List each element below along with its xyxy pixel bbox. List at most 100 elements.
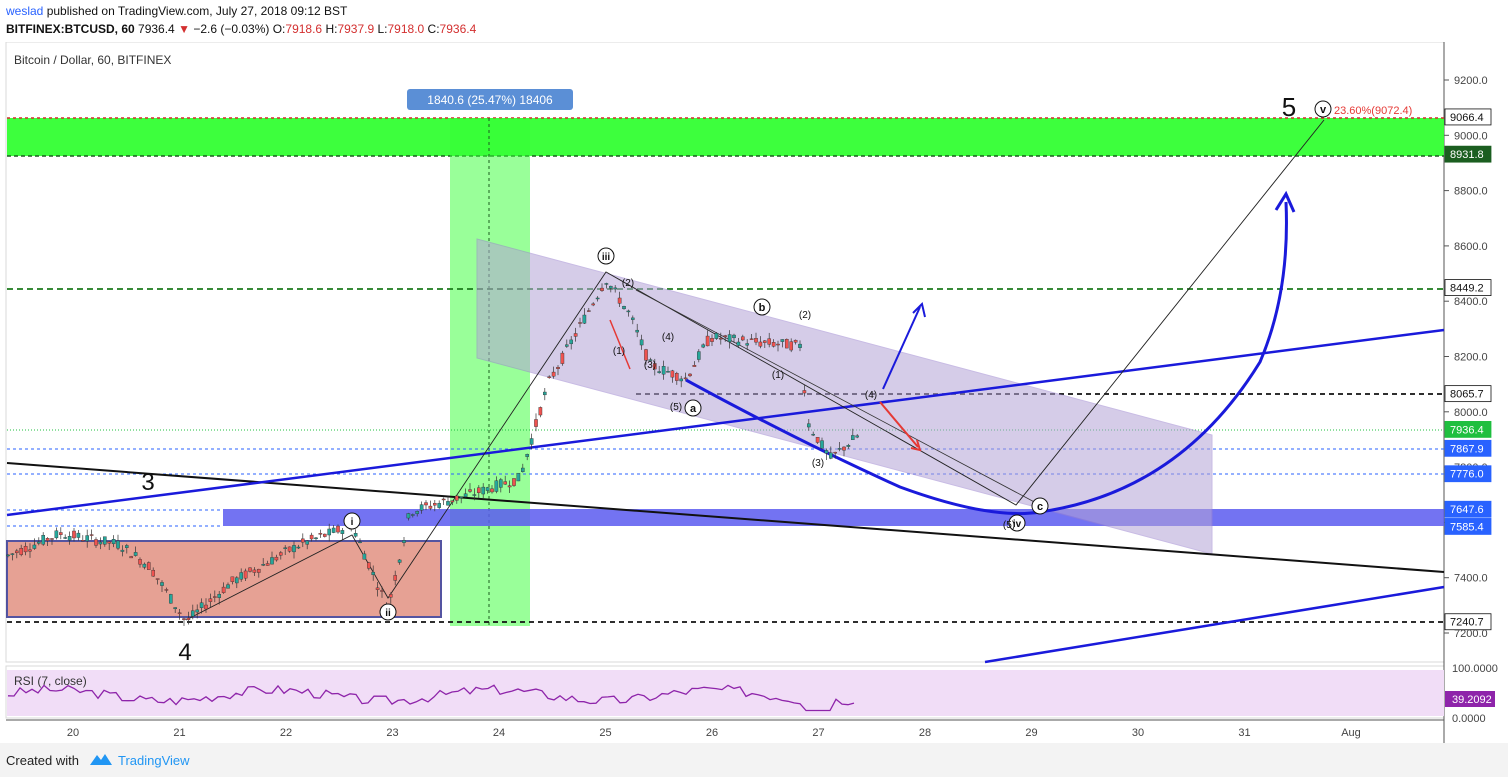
candle-body [37,541,41,544]
circle-c-label: c [1037,501,1043,513]
candle-body [477,487,481,493]
candle-body [468,489,472,492]
candle-body [340,530,345,534]
change-value: −2.6 (−0.03%) [193,22,270,36]
price-level-badge [1444,439,1492,457]
candle-body [776,343,780,346]
candle-body [98,541,103,545]
candle-body [714,333,719,339]
candle-body [177,612,182,614]
candle-body [851,435,855,440]
y-tick-label: 8800.0 [1454,186,1488,198]
candle-body [72,530,76,539]
blue-trendline-upper [6,328,1445,517]
price-level-label: 7936.4 [1450,424,1484,436]
candle-body [661,366,666,375]
price-level-label: 7867.9 [1450,443,1484,455]
price-level-label: 7647.6 [1450,504,1484,516]
candle-body [613,287,617,290]
circle-b-label: b [759,302,766,314]
candle-body [164,589,169,591]
breakout-arrow [882,306,921,390]
sub-wave-5-label-b: (5) [1003,520,1015,531]
candle-body [14,550,19,554]
candle-body [129,556,134,559]
candle-body [670,370,675,378]
candle-body [701,344,705,348]
price-level-badge [1444,420,1492,438]
blue-trendline-lower [984,585,1445,664]
tradingview-logo-icon[interactable] [88,751,114,770]
candle-body [19,548,24,555]
candle-body [116,540,120,549]
candle-body [697,351,701,360]
published-text: published on TradingView.com, July 27, 2… [46,4,348,18]
projection-arrowhead [1274,190,1296,213]
candle-body [767,338,771,345]
x-tick-label: 28 [919,727,931,739]
candle-body [758,341,763,347]
wave-5-label: 5 [1282,92,1296,122]
close-label: C: [427,22,440,36]
candle-body [815,437,820,443]
candle-body [565,344,569,347]
candle-body [494,480,499,492]
candle-body [146,562,151,570]
candle-body [252,569,257,573]
created-with-text: Created with [6,753,79,768]
candle-body [107,541,111,544]
y-tick-label: 7200.0 [1454,628,1488,640]
candle-body [380,590,384,592]
price-axis-labels[interactable]: 9066.4 8931.8 8449.2 8065.7 7936.4 7867.9 7776… [1444,108,1492,631]
fib-label: 23.60%(9072.4) [1334,105,1412,117]
y-tick-label: 9000.0 [1454,130,1488,142]
candle-body [855,435,859,438]
candle-body [186,617,191,621]
candle-body [358,541,362,544]
candle-body [441,498,446,501]
price-chart[interactable]: Bitcoin / Dollar, 60, BITFINEX 1840.6 (2… [0,42,1508,743]
candle-body [243,570,248,579]
candle-body [587,310,591,312]
price-level-badge [1444,108,1492,126]
sub-wave-2-label-a: (2) [622,278,634,289]
candle-body [204,604,208,610]
parenthesized-wave-labels: (2) (1) (3) (4) (5) (2) (1) (3) (4) (5) [613,278,1015,531]
candle-body [789,341,793,351]
wave-c-line [635,289,1041,506]
candle-body [94,539,98,546]
candle-body [323,533,327,537]
candle-body [389,594,393,598]
sub-wave-1-label-b: (1) [772,370,784,381]
candle-body [745,343,749,346]
candle-body [217,593,222,598]
circle-c-marker [1031,497,1049,515]
candle-body [833,451,837,454]
candle-body [499,479,503,488]
candle-body [485,487,490,491]
candle-body [543,391,547,396]
candle-body [666,371,670,373]
candle-body [503,481,508,485]
price-level-badge [1444,465,1492,483]
price-level-badge [1444,518,1492,535]
candle-body [287,546,292,552]
candle-body [111,539,116,545]
candle-body [63,537,67,539]
candle-body [622,306,626,310]
sub-wave-2-label-b: (2) [799,310,811,321]
candle-body [257,568,261,573]
breakout-arrowhead [912,302,926,318]
tradingview-brand-link[interactable]: TradingView [118,753,190,768]
measure-zone [450,118,530,626]
y-tick-label: 8600.0 [1454,241,1488,253]
circle-i-label: i [351,517,354,528]
y-tick-label: 8400.0 [1454,296,1488,308]
candle-body [89,534,94,536]
candle-body [683,377,688,380]
x-tick-label: 30 [1132,727,1144,739]
candle-body [292,545,296,553]
candle-body [433,503,437,506]
author-link[interactable]: weslad [6,4,44,18]
x-tick-label: 22 [280,727,292,739]
